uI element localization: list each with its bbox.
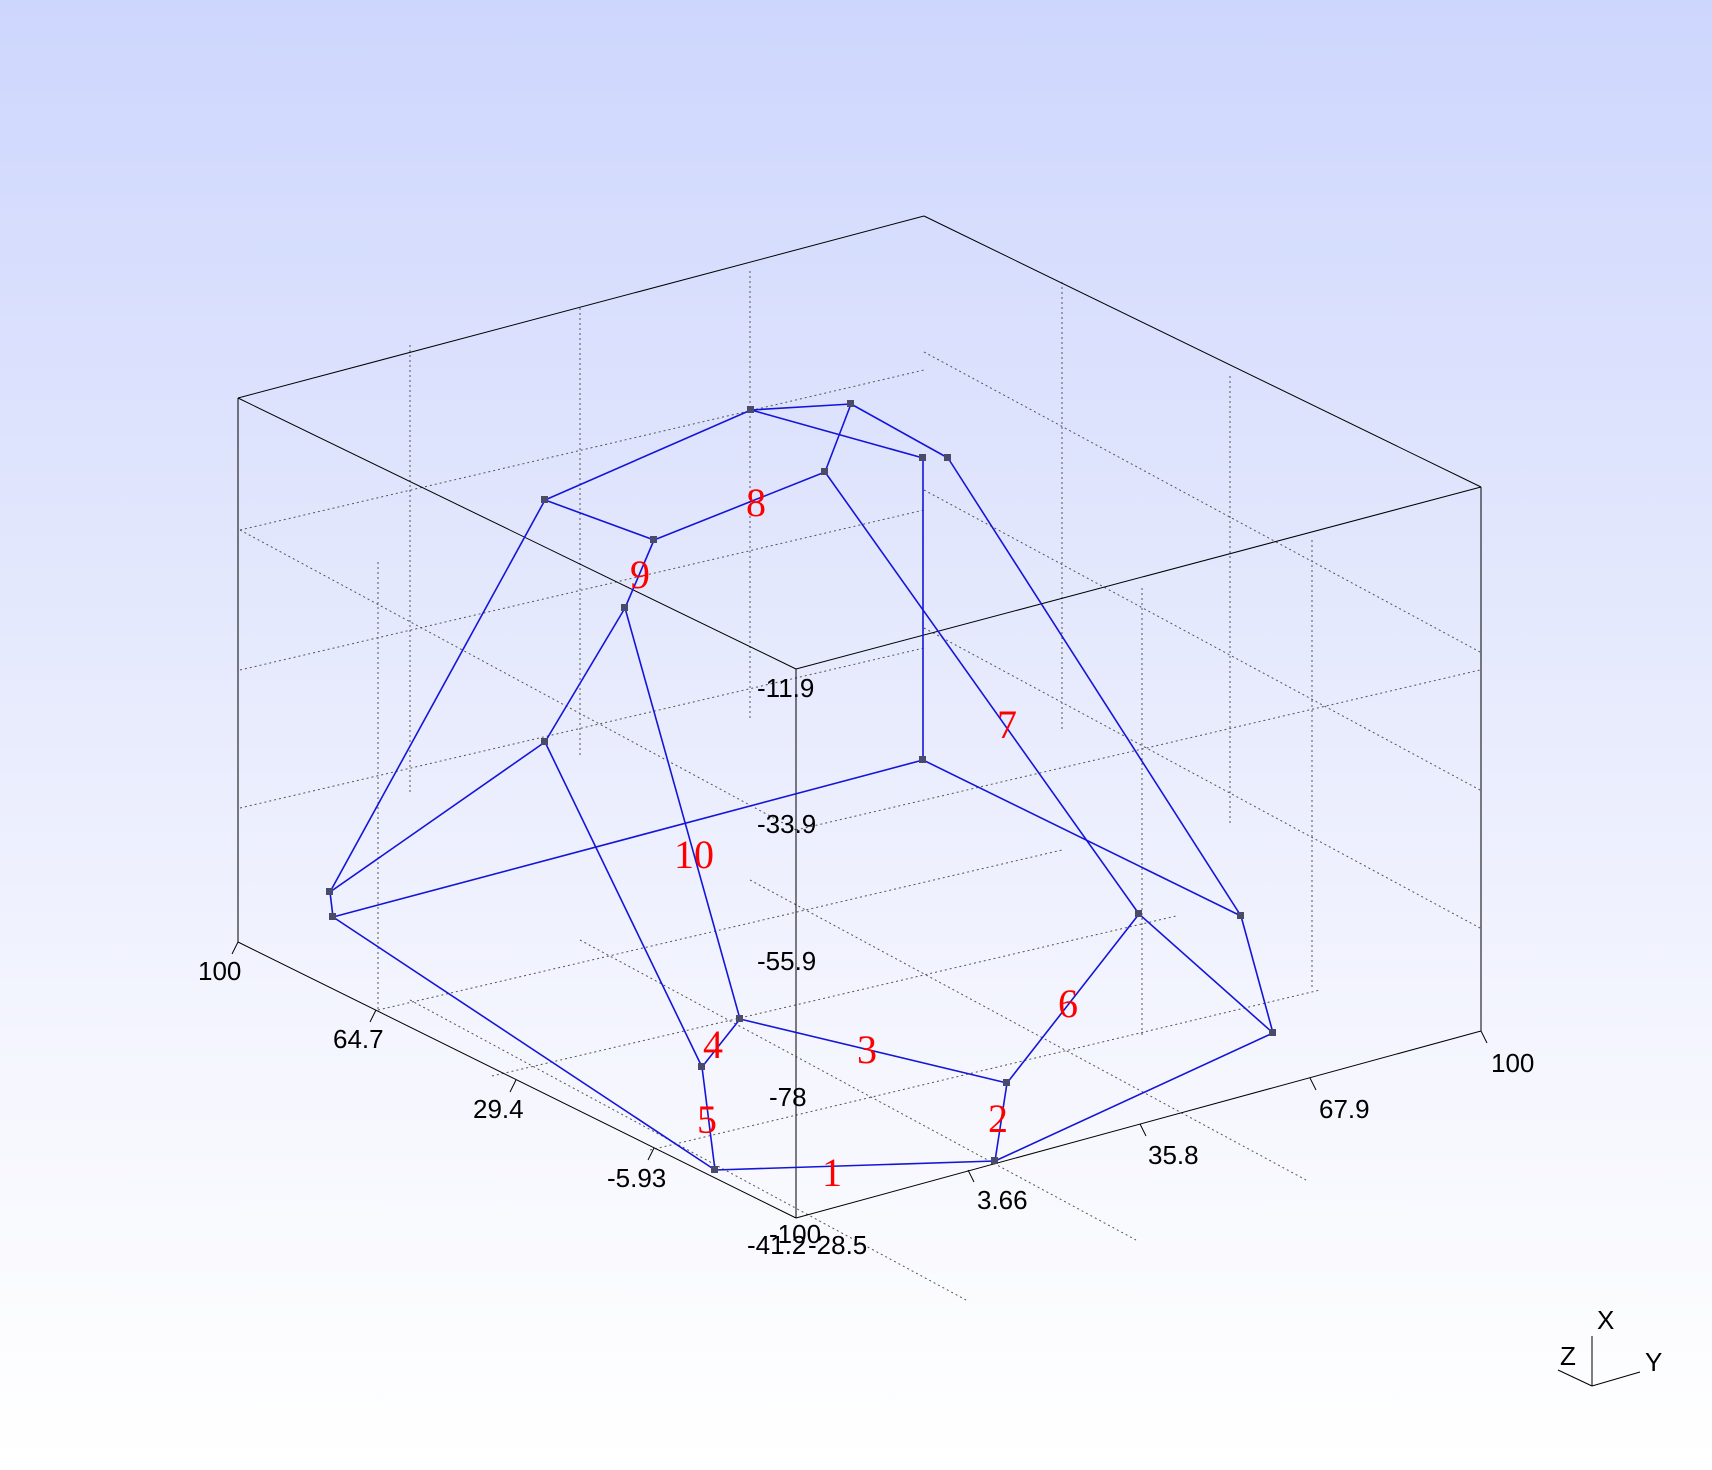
member-24[interactable] <box>332 759 924 918</box>
tick-marks <box>231 941 1488 1183</box>
member-11[interactable] <box>329 499 546 893</box>
member-16[interactable] <box>750 409 924 459</box>
node[interactable] <box>541 738 548 745</box>
member-label-6: 6 <box>1058 981 1078 1026</box>
member-label-7: 7 <box>997 702 1017 747</box>
node[interactable] <box>919 454 926 461</box>
member-label-3: 3 <box>857 1027 877 1072</box>
member-2[interactable] <box>994 1082 1008 1162</box>
y-tick-label: -28.5 <box>808 1230 867 1260</box>
y-tick-label: 35.8 <box>1148 1140 1199 1170</box>
member-20[interactable] <box>1240 915 1274 1034</box>
triad-z-label: Z <box>1560 1341 1576 1371</box>
member-19[interactable] <box>947 457 1242 917</box>
node[interactable] <box>329 913 336 920</box>
y-axis-tick-labels: -28.5 3.66 35.8 67.9 100 <box>808 1048 1534 1260</box>
member-9[interactable] <box>624 539 655 609</box>
member-28[interactable] <box>544 607 626 743</box>
y-tick-label: 67.9 <box>1319 1094 1370 1124</box>
member-25[interactable] <box>332 916 716 1171</box>
node[interactable] <box>847 400 854 407</box>
frame-members <box>329 403 1274 1171</box>
member-labels: 1 2 3 4 5 6 7 8 9 10 <box>630 480 1078 1195</box>
node[interactable] <box>650 536 657 543</box>
node[interactable] <box>621 604 628 611</box>
x-tick-label: -41.2 <box>747 1230 806 1260</box>
member-label-8: 8 <box>746 480 766 525</box>
node[interactable] <box>1135 910 1142 917</box>
x-tick-label: 29.4 <box>473 1094 524 1124</box>
member-27[interactable] <box>329 741 546 893</box>
x-axis-tick-labels: 100 64.7 29.4 -5.93 -41.2 <box>198 956 806 1260</box>
member-26[interactable] <box>329 891 334 918</box>
x-tick-label: 100 <box>198 956 241 986</box>
member-17[interactable] <box>850 403 949 459</box>
z-axis-tick-labels: -11.9 -33.9 -55.9 -78 -100 <box>757 673 821 1249</box>
member-8[interactable] <box>653 471 826 541</box>
node[interactable] <box>919 756 926 763</box>
z-tick-label: -55.9 <box>757 946 816 976</box>
node[interactable] <box>736 1015 743 1022</box>
member-3[interactable] <box>739 1018 1008 1084</box>
y-tick-label: 100 <box>1491 1048 1534 1078</box>
member-label-4: 4 <box>703 1022 723 1067</box>
grid-lines <box>239 271 1481 1301</box>
member-6[interactable] <box>1006 913 1140 1084</box>
member-label-5: 5 <box>697 1097 717 1142</box>
member-23[interactable] <box>922 759 1242 917</box>
member-13[interactable] <box>544 409 752 501</box>
node[interactable] <box>326 888 333 895</box>
member-5[interactable] <box>701 1066 716 1171</box>
x-tick-label: 64.7 <box>333 1024 384 1054</box>
node[interactable] <box>711 1166 718 1173</box>
node[interactable] <box>944 454 951 461</box>
member-29[interactable] <box>544 741 703 1068</box>
member-4[interactable] <box>701 1018 741 1068</box>
orientation-triad[interactable]: X Y Z <box>1557 1305 1662 1387</box>
member-21[interactable] <box>1138 913 1274 1034</box>
member-label-1: 1 <box>822 1150 842 1195</box>
node[interactable] <box>698 1063 705 1070</box>
node[interactable] <box>1237 912 1244 919</box>
member-10[interactable] <box>624 607 741 1020</box>
z-tick-label: -33.9 <box>757 809 816 839</box>
bounding-box <box>237 215 1482 1219</box>
node[interactable] <box>1269 1029 1276 1036</box>
node[interactable] <box>991 1157 998 1164</box>
node[interactable] <box>747 406 754 413</box>
member-1[interactable] <box>714 1160 996 1171</box>
z-tick-label: -11.9 <box>757 673 814 703</box>
member-12[interactable] <box>544 499 655 541</box>
triad-y-label: Y <box>1645 1347 1662 1377</box>
y-tick-label: 3.66 <box>977 1185 1028 1215</box>
member-label-2: 2 <box>988 1096 1008 1141</box>
frame-nodes <box>326 400 1276 1173</box>
node[interactable] <box>541 496 548 503</box>
member-label-9: 9 <box>630 552 650 597</box>
x-tick-label: -5.93 <box>607 1163 666 1193</box>
member-15[interactable] <box>824 403 852 473</box>
member-14[interactable] <box>750 403 852 411</box>
node[interactable] <box>821 468 828 475</box>
member-7[interactable] <box>824 471 1140 915</box>
z-tick-label: -100 <box>769 1219 821 1249</box>
triad-x-label: X <box>1597 1305 1614 1335</box>
node[interactable] <box>1003 1079 1010 1086</box>
triad-axes <box>1557 1336 1641 1387</box>
member-22[interactable] <box>994 1032 1274 1162</box>
z-tick-label: -78 <box>769 1082 807 1112</box>
member-label-10: 10 <box>674 832 714 877</box>
